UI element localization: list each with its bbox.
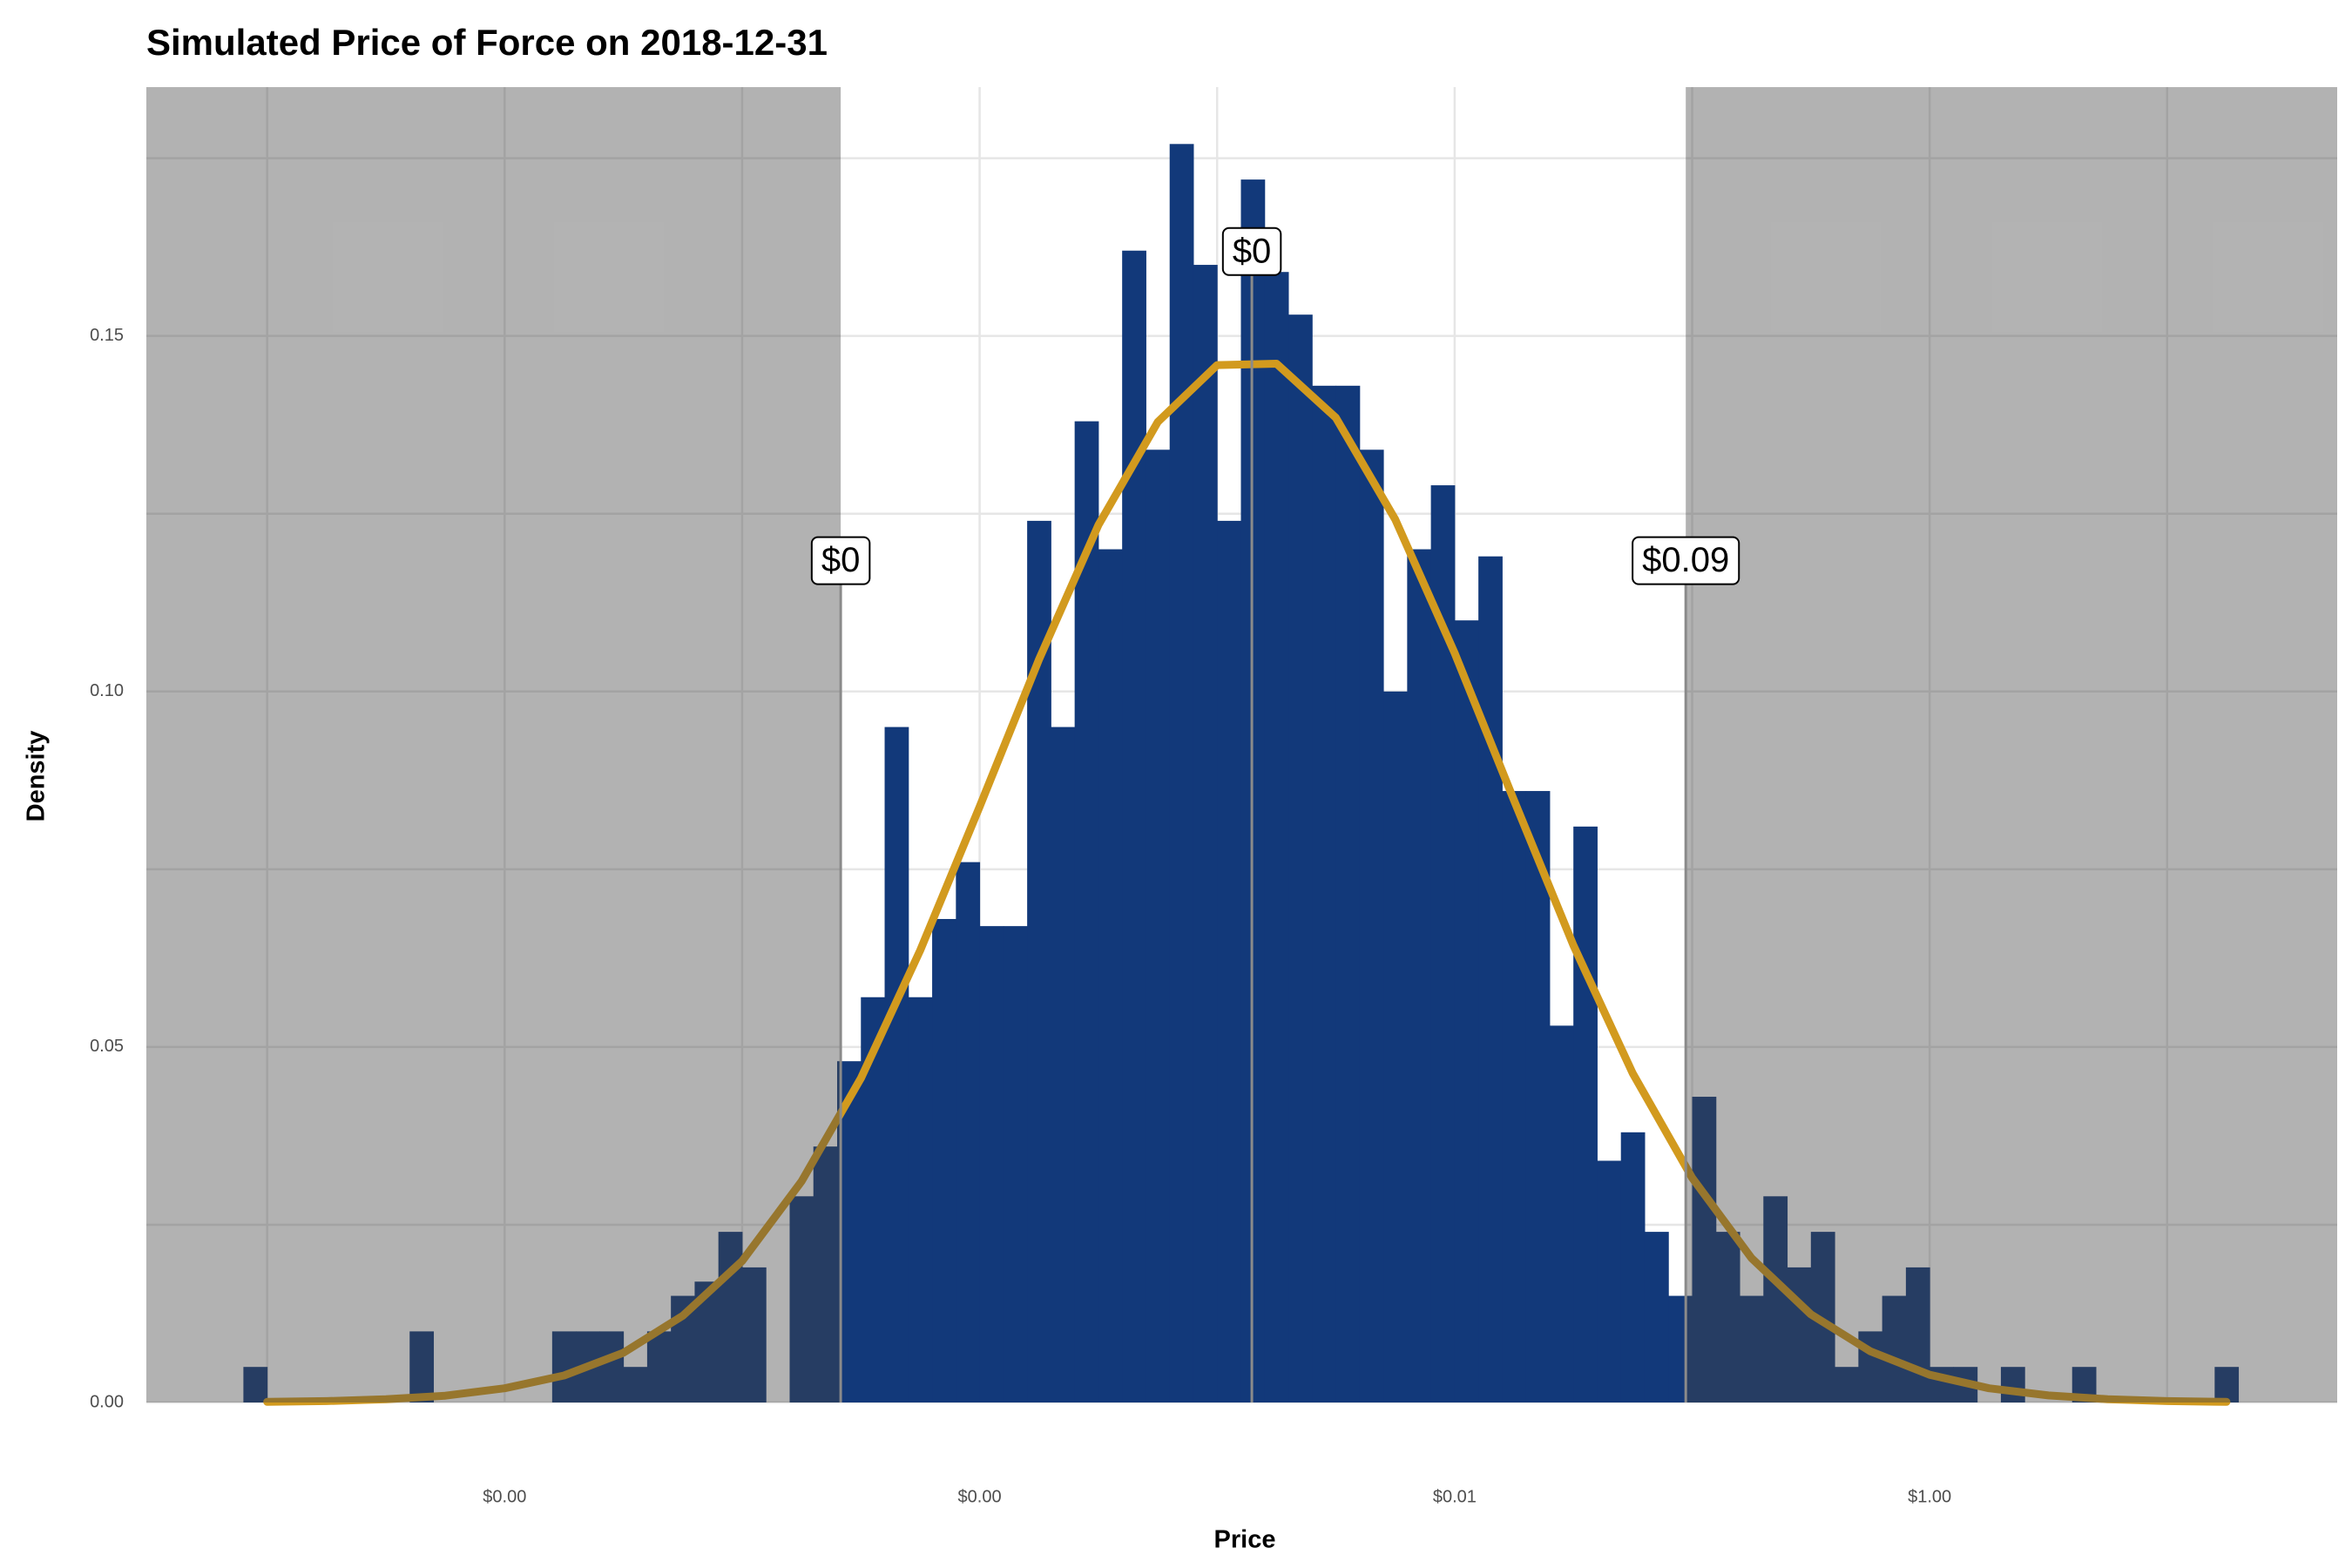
annotation-label: $0.09: [1642, 541, 1729, 579]
bar: [1003, 926, 1028, 1402]
bar: [1715, 1232, 1740, 1402]
x-tick-label: $0.00: [483, 1487, 526, 1506]
bar: [1407, 549, 1432, 1402]
bar: [599, 1331, 625, 1402]
bar: [884, 727, 909, 1402]
bar: [908, 997, 933, 1402]
bar: [1478, 556, 1503, 1402]
bar: [932, 918, 956, 1402]
bar: [243, 1367, 268, 1402]
bar: [1169, 144, 1194, 1402]
bar: [1146, 449, 1171, 1402]
bar: [1573, 826, 1598, 1402]
bar: [1763, 1196, 1788, 1402]
bar: [1787, 1267, 1812, 1402]
bar: [1312, 385, 1337, 1403]
bar: [409, 1331, 435, 1402]
y-tick-label: 0.00: [90, 1392, 124, 1411]
x-axis-label: Price: [1214, 1526, 1276, 1554]
bar: [1549, 1025, 1574, 1402]
annotation-box: [810, 536, 871, 585]
annotation-label: $0: [1233, 232, 1272, 270]
bar: [1051, 727, 1076, 1402]
annotations: $0 $0 $0.09: [810, 226, 1740, 1402]
bar: [646, 1331, 672, 1402]
bar: [813, 1146, 838, 1402]
bar: [1264, 272, 1289, 1403]
bar: [1644, 1232, 1669, 1402]
bar: [1193, 265, 1218, 1402]
bar: [1335, 385, 1361, 1403]
bar: [1740, 1295, 1764, 1402]
x-tick-label: $1.00: [1908, 1487, 1951, 1506]
bar: [1597, 1160, 1622, 1402]
bar: [1454, 620, 1479, 1402]
y-axis-label: Density: [23, 731, 51, 822]
bar: [551, 1331, 577, 1402]
chart-title: Simulated Price of Force on 2018-12-31: [146, 22, 828, 63]
y-tick-label: 0.15: [90, 326, 124, 345]
bar: [1882, 1295, 1907, 1402]
density-curve: [263, 360, 2231, 1406]
bar: [1122, 250, 1146, 1402]
x-tick-label: $0.00: [958, 1487, 1002, 1506]
bar: [2000, 1367, 2025, 1402]
y-tick-label: 0.10: [90, 681, 124, 700]
bar: [1502, 791, 1527, 1402]
bar: [1098, 549, 1123, 1402]
shading: [146, 87, 2337, 1402]
bar: [623, 1367, 648, 1402]
x-tick-label: $0.01: [1433, 1487, 1477, 1506]
bar: [1383, 691, 1408, 1402]
bar: [1692, 1097, 1717, 1402]
bar: [1620, 1132, 1646, 1402]
bar: [1668, 1295, 1693, 1402]
bar: [979, 926, 1004, 1402]
bar: [1525, 791, 1551, 1402]
bar: [1359, 449, 1384, 1402]
shaded-region: [146, 87, 841, 1402]
bar: [1288, 314, 1313, 1402]
bar: [2214, 1367, 2240, 1402]
y-tick-label: 0.05: [90, 1037, 124, 1056]
bar: [741, 1267, 767, 1402]
annotation-box: [1632, 536, 1740, 585]
bar: [1835, 1367, 1859, 1402]
bars: [243, 144, 2240, 1403]
ticks: 0.00 0.05 0.10 0.15 $0.00 $0.00 $0.01 $1.00: [90, 326, 1951, 1506]
bar: [1074, 421, 1099, 1403]
density-curve-layer: [263, 360, 2231, 1406]
annotation-label: $0: [821, 541, 861, 579]
shaded-region: [1686, 87, 2337, 1402]
bar: [956, 862, 981, 1402]
bar: [1905, 1267, 1930, 1402]
bar: [789, 1196, 814, 1402]
annotation-box: [1221, 226, 1282, 276]
bar: [1217, 520, 1242, 1402]
